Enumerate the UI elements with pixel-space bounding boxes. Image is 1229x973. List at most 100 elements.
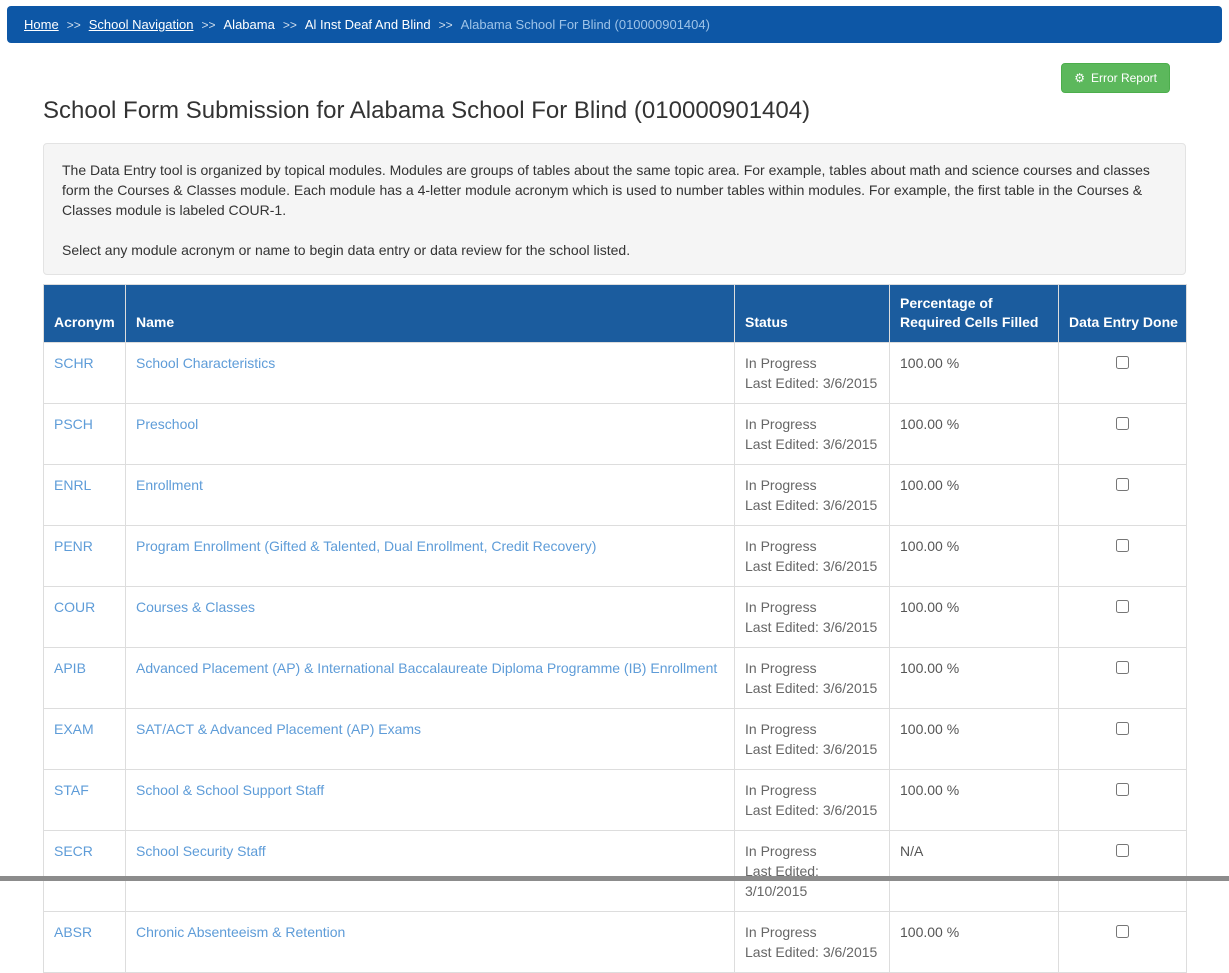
module-acronym-link[interactable]: ABSR (54, 924, 92, 940)
breadcrumb-separator: >> (283, 18, 297, 32)
data-entry-done-cell (1059, 831, 1187, 912)
status-text: In Progress (745, 475, 879, 495)
module-acronym-link[interactable]: EXAM (54, 721, 94, 737)
percentage-cell: 100.00 % (890, 912, 1059, 973)
module-table: Acronym Name Status Percentage of Requir… (43, 284, 1187, 973)
module-name-link[interactable]: Program Enrollment (Gifted & Talented, D… (136, 538, 596, 554)
percentage-cell: 100.00 % (890, 709, 1059, 770)
data-entry-done-checkbox[interactable] (1116, 661, 1129, 674)
status-cell: In Progress Last Edited: 3/6/2015 (735, 587, 890, 648)
data-entry-done-checkbox[interactable] (1116, 478, 1129, 491)
error-report-label: Error Report (1091, 72, 1157, 84)
last-edited-text: Last Edited: 3/6/2015 (745, 495, 879, 515)
status-cell: In Progress Last Edited: 3/6/2015 (735, 648, 890, 709)
module-name-link[interactable]: Chronic Absenteeism & Retention (136, 924, 345, 940)
intro-paragraph-1: The Data Entry tool is organized by topi… (62, 160, 1167, 220)
module-name-link[interactable]: School Security Staff (136, 843, 266, 859)
module-acronym-link[interactable]: PENR (54, 538, 93, 554)
percentage-cell: 100.00 % (890, 770, 1059, 831)
module-name-link[interactable]: Advanced Placement (AP) & International … (136, 660, 717, 676)
table-row: COUR Courses & Classes In Progress Last … (44, 587, 1187, 648)
status-cell: In Progress Last Edited: 3/6/2015 (735, 404, 890, 465)
last-edited-text: Last Edited: 3/6/2015 (745, 373, 879, 393)
data-entry-done-cell (1059, 709, 1187, 770)
percentage-cell: N/A (890, 831, 1059, 912)
table-row: APIB Advanced Placement (AP) & Internati… (44, 648, 1187, 709)
last-edited-text: Last Edited: 3/6/2015 (745, 556, 879, 576)
breadcrumb-home-link[interactable]: Home (24, 17, 59, 32)
data-entry-done-checkbox[interactable] (1116, 925, 1129, 938)
header-name: Name (126, 285, 735, 343)
module-name-link[interactable]: Enrollment (136, 477, 203, 493)
percentage-cell: 100.00 % (890, 648, 1059, 709)
breadcrumb-separator: >> (439, 18, 453, 32)
data-entry-done-cell (1059, 587, 1187, 648)
status-cell: In Progress Last Edited: 3/10/2015 (735, 831, 890, 912)
breadcrumb-separator: >> (202, 18, 216, 32)
window-bottom-edge (0, 876, 1229, 881)
module-acronym-link[interactable]: PSCH (54, 416, 93, 432)
breadcrumb: Home >> School Navigation >> Alabama >> … (7, 6, 1222, 43)
table-row: ENRL Enrollment In Progress Last Edited:… (44, 465, 1187, 526)
module-acronym-link[interactable]: SECR (54, 843, 93, 859)
page-title: School Form Submission for Alabama Schoo… (43, 97, 1186, 125)
percentage-cell: 100.00 % (890, 404, 1059, 465)
breadcrumb-current-school: Alabama School For Blind (010000901404) (461, 17, 710, 32)
module-name-link[interactable]: School Characteristics (136, 355, 275, 371)
status-cell: In Progress Last Edited: 3/6/2015 (735, 709, 890, 770)
last-edited-text: Last Edited: 3/6/2015 (745, 942, 879, 962)
module-name-link[interactable]: Courses & Classes (136, 599, 255, 615)
data-entry-done-checkbox[interactable] (1116, 539, 1129, 552)
status-cell: In Progress Last Edited: 3/6/2015 (735, 526, 890, 587)
data-entry-done-cell (1059, 912, 1187, 973)
intro-box: The Data Entry tool is organized by topi… (43, 143, 1186, 275)
module-name-link[interactable]: Preschool (136, 416, 198, 432)
header-status: Status (735, 285, 890, 343)
table-row: EXAM SAT/ACT & Advanced Placement (AP) E… (44, 709, 1187, 770)
last-edited-text: Last Edited: 3/6/2015 (745, 800, 879, 820)
module-acronym-link[interactable]: ENRL (54, 477, 91, 493)
status-text: In Progress (745, 536, 879, 556)
breadcrumb-school-navigation-link[interactable]: School Navigation (89, 17, 194, 32)
status-text: In Progress (745, 719, 879, 739)
data-entry-done-checkbox[interactable] (1116, 783, 1129, 796)
module-name-link[interactable]: School & School Support Staff (136, 782, 324, 798)
error-report-button[interactable]: ⚙ Error Report (1061, 63, 1170, 93)
module-acronym-link[interactable]: SCHR (54, 355, 94, 371)
status-text: In Progress (745, 414, 879, 434)
data-entry-done-cell (1059, 770, 1187, 831)
header-acronym: Acronym (44, 285, 126, 343)
table-row: ABSR Chronic Absenteeism & Retention In … (44, 912, 1187, 973)
percentage-cell: 100.00 % (890, 526, 1059, 587)
status-cell: In Progress Last Edited: 3/6/2015 (735, 912, 890, 973)
data-entry-done-cell (1059, 465, 1187, 526)
status-text: In Progress (745, 780, 879, 800)
percentage-cell: 100.00 % (890, 343, 1059, 404)
last-edited-text: Last Edited: 3/6/2015 (745, 617, 879, 637)
module-acronym-link[interactable]: APIB (54, 660, 86, 676)
module-acronym-link[interactable]: STAF (54, 782, 89, 798)
table-row: STAF School & School Support Staff In Pr… (44, 770, 1187, 831)
table-row: SCHR School Characteristics In Progress … (44, 343, 1187, 404)
data-entry-done-cell (1059, 526, 1187, 587)
data-entry-done-checkbox[interactable] (1116, 600, 1129, 613)
data-entry-done-checkbox[interactable] (1116, 356, 1129, 369)
status-text: In Progress (745, 597, 879, 617)
status-cell: In Progress Last Edited: 3/6/2015 (735, 770, 890, 831)
gear-icon: ⚙ (1074, 72, 1085, 84)
module-acronym-link[interactable]: COUR (54, 599, 95, 615)
module-name-link[interactable]: SAT/ACT & Advanced Placement (AP) Exams (136, 721, 421, 737)
status-text: In Progress (745, 658, 879, 678)
status-text: In Progress (745, 353, 879, 373)
data-entry-done-checkbox[interactable] (1116, 417, 1129, 430)
data-entry-done-cell (1059, 648, 1187, 709)
data-entry-done-checkbox[interactable] (1116, 722, 1129, 735)
percentage-cell: 100.00 % (890, 587, 1059, 648)
status-cell: In Progress Last Edited: 3/6/2015 (735, 343, 890, 404)
table-header-row: Acronym Name Status Percentage of Requir… (44, 285, 1187, 343)
table-row: PSCH Preschool In Progress Last Edited: … (44, 404, 1187, 465)
data-entry-done-checkbox[interactable] (1116, 844, 1129, 857)
header-percentage: Percentage of Required Cells Filled (890, 285, 1059, 343)
breadcrumb-separator: >> (67, 18, 81, 32)
table-row: SECR School Security Staff In Progress L… (44, 831, 1187, 912)
